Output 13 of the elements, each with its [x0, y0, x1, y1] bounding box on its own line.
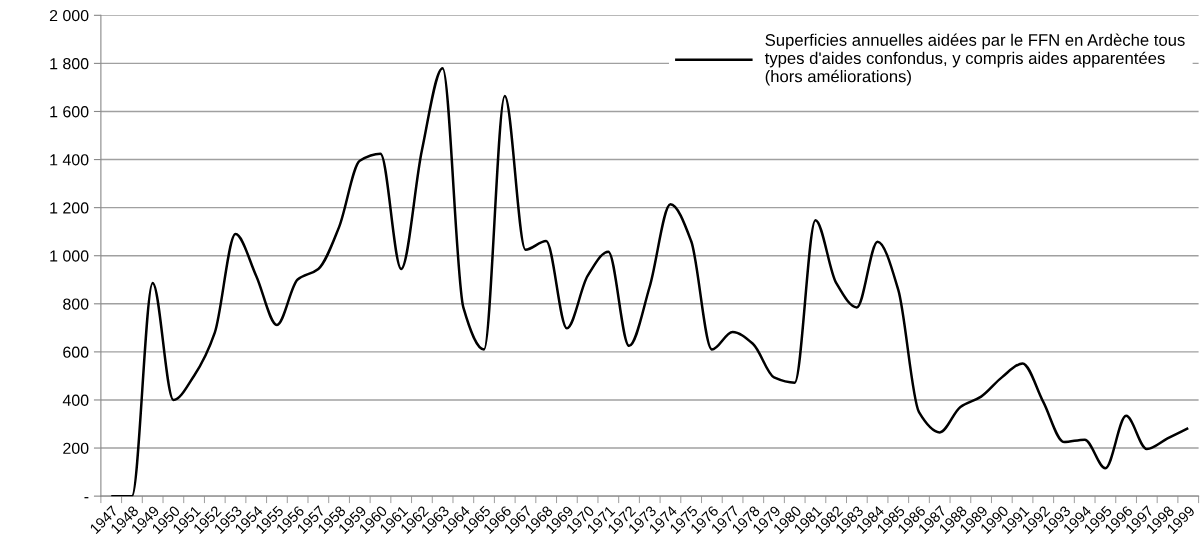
line-series — [109, 66, 1190, 497]
y-tick-label: 1 600 — [50, 106, 89, 118]
legend-label: Superficies annuelles aidées par le FFN en Ardèche tous types d'aides confondus, y compris aides apparentées (hors améliorations) — [764, 33, 1185, 86]
y-tick-label: 1 400 — [50, 154, 89, 166]
y-tick-label: 2 000 — [49, 9, 89, 22]
y-tick-label: 200 — [63, 442, 89, 454]
y-tick-label: 800 — [63, 298, 89, 310]
y-tick-label: 600 — [63, 346, 89, 358]
y-tick-label: - — [84, 497, 89, 499]
y-tick-label: 400 — [62, 394, 89, 406]
y-tick-label: 1 200 — [50, 202, 89, 214]
y-tick-label: 1 000 — [50, 250, 89, 262]
y-tick-label: 1 800 — [50, 58, 89, 70]
